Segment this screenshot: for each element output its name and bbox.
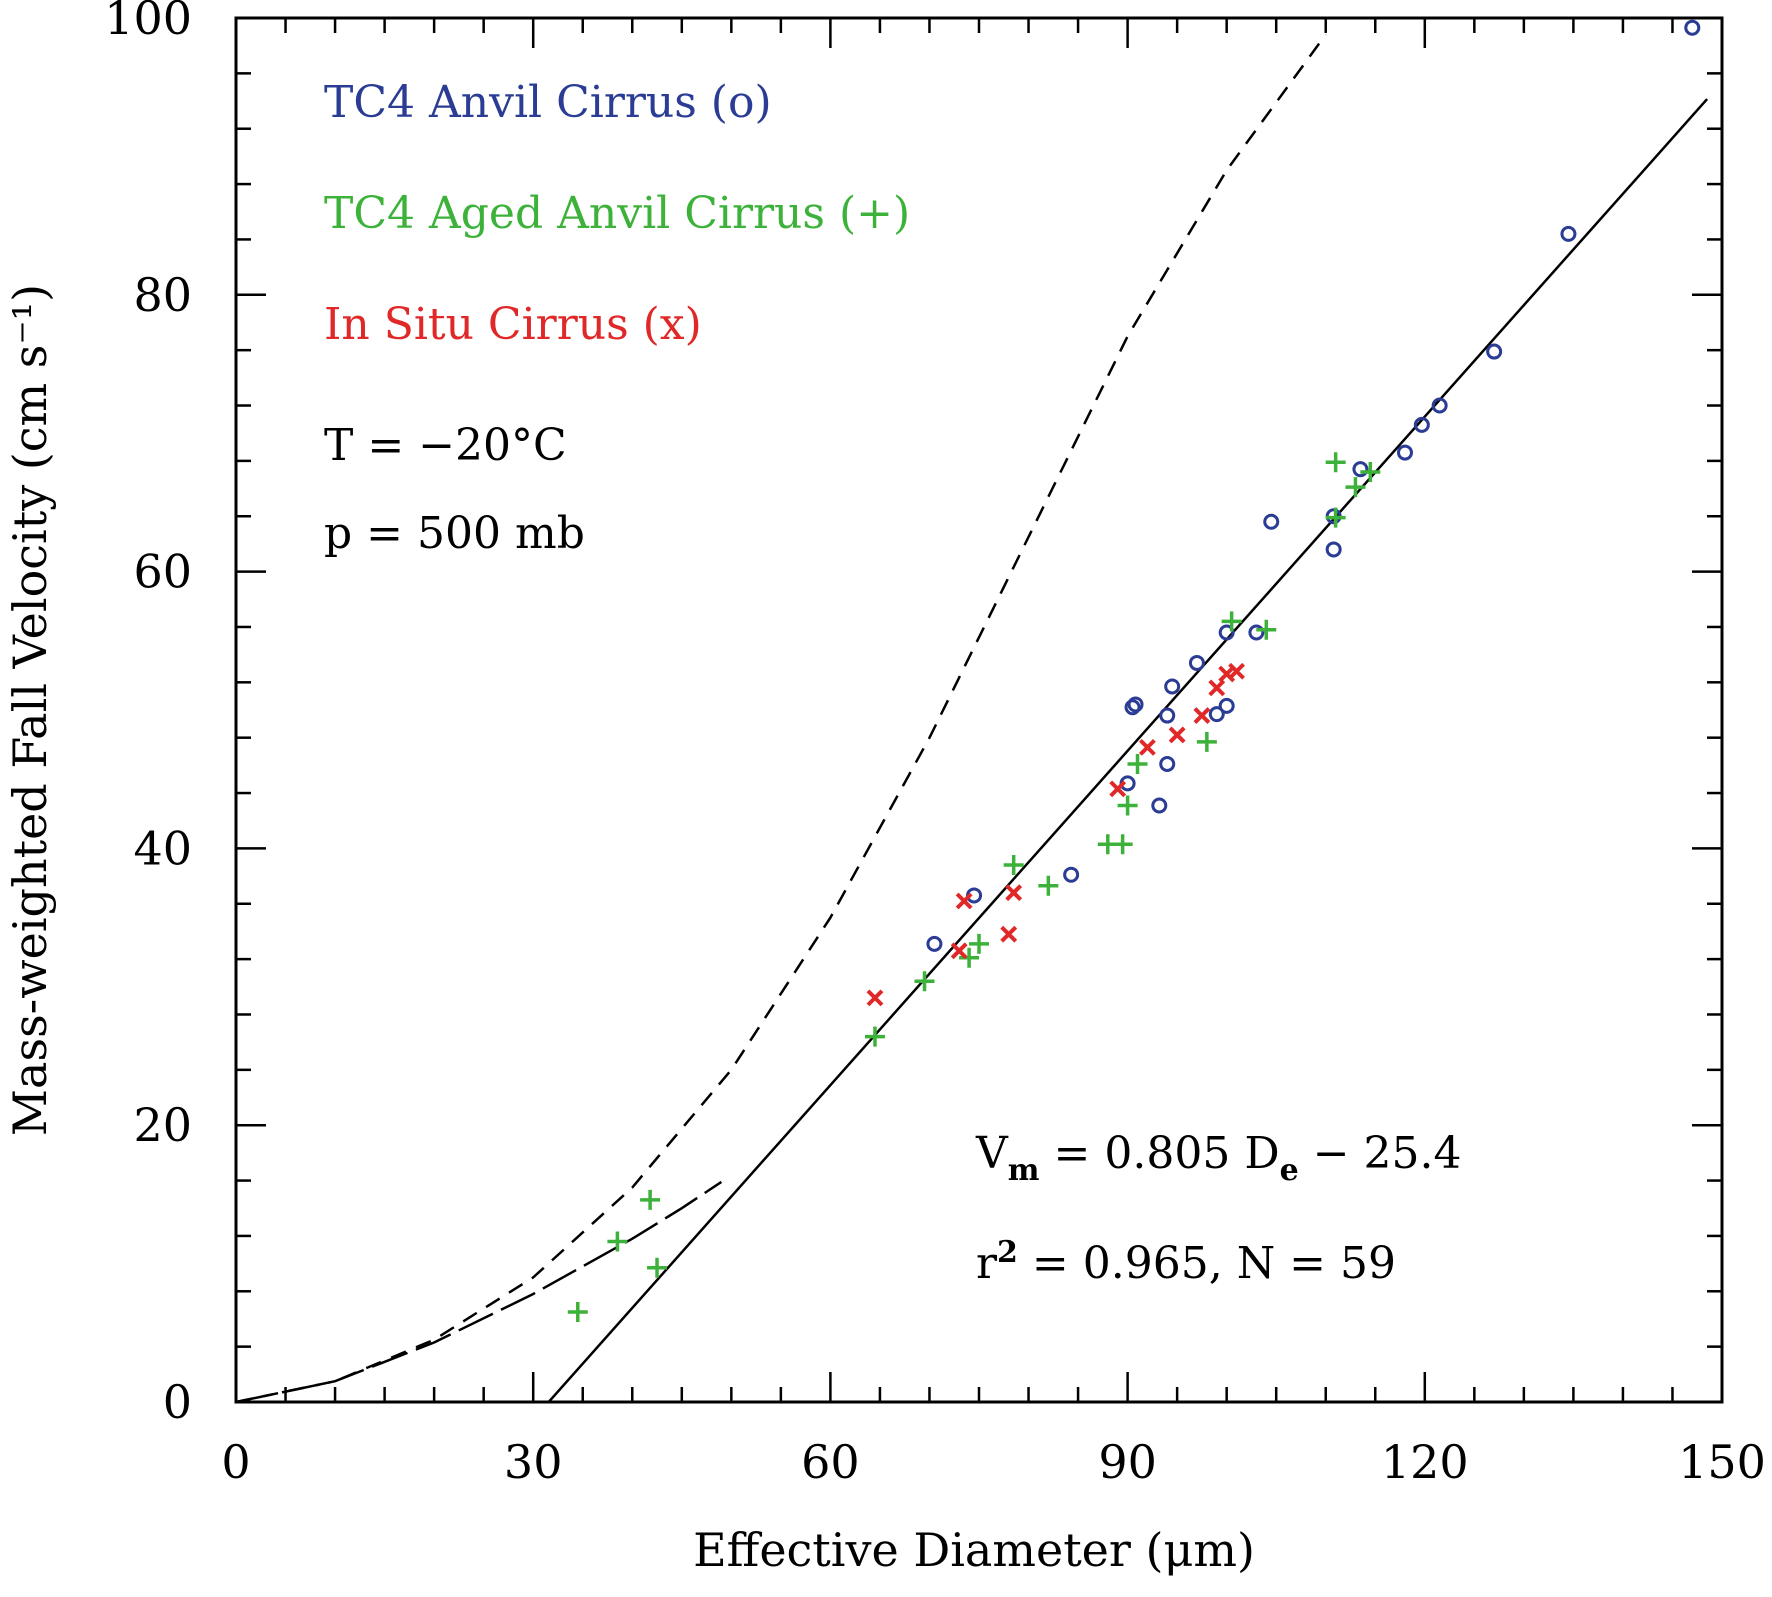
in-situ-cirrus-point — [1109, 780, 1127, 798]
aged-anvil-cirrus-point — [567, 1302, 588, 1323]
equation-mid: = 0.805 D — [1040, 1128, 1280, 1179]
fit-equation: Vm = 0.805 De − 25.4 — [975, 1128, 1462, 1188]
stats-r: r — [976, 1238, 998, 1289]
anvil-cirrus-point — [1218, 624, 1235, 641]
aged-anvil-cirrus-point — [969, 933, 989, 954]
anvil-cirrus-point — [1413, 416, 1430, 433]
anvil-cirrus-point — [1560, 225, 1577, 242]
anvil-cirrus-point — [1248, 624, 1265, 641]
aged-anvil-cirrus-point — [607, 1231, 628, 1252]
in-situ-cirrus-point — [950, 942, 968, 960]
anvil-cirrus-point — [1263, 513, 1280, 530]
temperature-annotation: T = −20°C — [324, 420, 567, 471]
aged-anvil-cirrus-point — [959, 947, 980, 968]
equation-rhs: − 25.4 — [1299, 1128, 1462, 1179]
x-tick-label: 150 — [1678, 1435, 1766, 1489]
plot-frame — [234, 16, 1724, 1404]
aged-anvil-cirrus-point — [1360, 461, 1381, 482]
anvil-cirrus-point — [1151, 797, 1168, 814]
anvil-cirrus-point — [1159, 755, 1176, 772]
in-situ-cirrus-point — [1208, 679, 1226, 697]
x-axis-title: Effective Diameter (μm) — [693, 1523, 1255, 1577]
in-situ-cirrus-point — [955, 892, 973, 910]
aged-anvil-cirrus-point — [1127, 753, 1148, 774]
linear-fit-line — [548, 98, 1709, 1403]
anvil-cirrus-point — [1396, 444, 1413, 461]
anvil-cirrus-point — [926, 935, 943, 952]
tick-labels: 0 30 60 90 120 150 0 20 40 60 80 100 — [104, 0, 1766, 1489]
anvil-cirrus-point — [1208, 706, 1225, 723]
aged-anvil-cirrus-point — [1325, 452, 1346, 473]
aged-anvil-cirrus-point — [640, 1189, 661, 1210]
aged-anvil-cirrus-point — [914, 971, 935, 992]
equation-lhs-subscript: m — [1008, 1153, 1040, 1188]
aged-anvil-cirrus-point — [1325, 507, 1346, 528]
x-tick-label: 30 — [504, 1435, 563, 1489]
in-situ-cirrus-point — [1005, 884, 1023, 902]
anvil-cirrus-point — [1164, 678, 1181, 695]
anvil-cirrus-point — [1159, 707, 1176, 724]
in-situ-cirrus-point — [1218, 665, 1236, 683]
legend: TC4 Anvil Cirrus (o) TC4 Aged Anvil Cirr… — [324, 77, 910, 350]
long-dashed-curve-line — [235, 1180, 723, 1404]
legend-entry-aged-anvil-cirrus: TC4 Aged Anvil Cirrus (+) — [324, 188, 910, 239]
y-tick-label: 80 — [133, 268, 192, 322]
y-axis-title: Mass-weighted Fall Velocity (cm s⁻¹) — [3, 284, 57, 1136]
aged-anvil-cirrus-point — [864, 1026, 885, 1047]
anvil-cirrus-point — [1063, 866, 1080, 883]
y-tick-label: 40 — [133, 821, 192, 875]
anvil-cirrus-point — [1325, 541, 1342, 558]
aged-anvil-cirrus-point — [1345, 477, 1366, 498]
stats-r-superscript: 2 — [997, 1235, 1018, 1270]
y-tick-label: 100 — [104, 0, 192, 45]
in-situ-cirrus-point — [1138, 738, 1156, 756]
x-tick-label: 120 — [1381, 1435, 1469, 1489]
legend-entry-in-situ-cirrus: In Situ Cirrus (x) — [324, 299, 702, 350]
x-tick-label: 0 — [221, 1435, 250, 1489]
in-situ-cirrus-point — [1193, 707, 1211, 724]
anvil-cirrus-point — [1431, 397, 1448, 414]
in-situ-cirrus-point — [1000, 925, 1018, 943]
y-tick-label: 20 — [133, 1098, 192, 1152]
aged-anvil-cirrus-point — [1112, 834, 1133, 855]
stats-rest: = 0.965, N = 59 — [1018, 1238, 1396, 1289]
anvil-cirrus-point — [1218, 697, 1235, 714]
anvil-cirrus-point — [1352, 461, 1369, 478]
x-tick-label: 60 — [801, 1435, 860, 1489]
pressure-annotation: p = 500 mb — [324, 508, 585, 559]
y-tick-label: 0 — [163, 1375, 192, 1429]
equation-lhs: V — [975, 1128, 1009, 1179]
aged-anvil-cirrus-point — [1003, 855, 1024, 876]
anvil-cirrus-point — [1684, 19, 1701, 36]
dashed-curve-line — [235, 33, 1327, 1404]
anvil-cirrus-point — [1486, 343, 1503, 360]
fit-statistics: r2 = 0.965, N = 59 — [976, 1235, 1396, 1289]
equation-mid-subscript: e — [1280, 1153, 1299, 1188]
in-situ-cirrus-point — [1168, 726, 1186, 744]
y-tick-label: 60 — [133, 545, 192, 599]
aged-anvil-cirrus-point — [1256, 619, 1277, 640]
aged-anvil-cirrus-point — [1117, 795, 1138, 816]
anvil-cirrus-point — [1188, 654, 1205, 671]
aged-anvil-cirrus-point — [1196, 731, 1217, 752]
data-points — [567, 19, 1701, 1323]
anvil-cirrus-point — [1124, 699, 1141, 716]
aged-anvil-cirrus-point — [647, 1257, 668, 1278]
anvil-cirrus-point — [1127, 696, 1144, 713]
aged-anvil-cirrus-point — [1038, 875, 1059, 896]
aged-anvil-cirrus-point — [1221, 611, 1242, 632]
in-situ-cirrus-point — [866, 989, 884, 1007]
legend-entry-anvil-cirrus: TC4 Anvil Cirrus (o) — [324, 77, 772, 128]
chart-lines — [235, 33, 1709, 1404]
x-tick-label: 90 — [1098, 1435, 1157, 1489]
